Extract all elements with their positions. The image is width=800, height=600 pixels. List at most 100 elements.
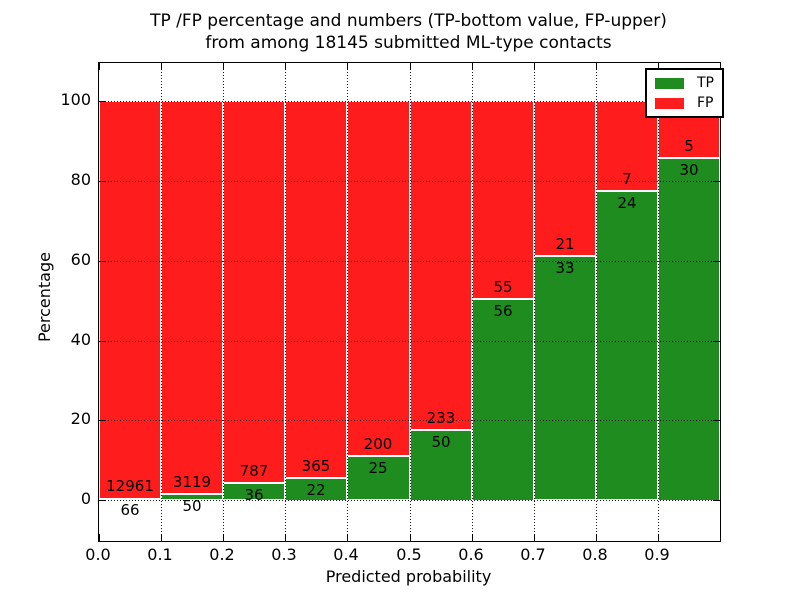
x-gridline	[596, 63, 597, 541]
y-tick-mark	[99, 500, 106, 501]
x-tick-mark	[410, 534, 411, 541]
y-tick-label: 100	[60, 90, 91, 109]
x-tick-mark	[658, 63, 659, 70]
y-tick-mark	[99, 101, 106, 102]
x-gridline	[223, 63, 224, 541]
x-tick-mark	[285, 534, 286, 541]
bar-fp-segment	[534, 101, 596, 256]
x-tick-label: 0.2	[209, 545, 235, 564]
y-tick-mark	[713, 420, 720, 421]
y-tick-mark	[713, 181, 720, 182]
y-gridline	[99, 261, 720, 262]
x-tick-mark	[285, 63, 286, 70]
bar-fp-segment	[99, 101, 161, 499]
y-tick-mark	[99, 261, 106, 262]
x-tick-label: 0.3	[271, 545, 297, 564]
x-tick-label: 0.5	[396, 545, 422, 564]
chart-title-line2: from among 18145 submitted ML-type conta…	[205, 33, 612, 53]
y-tick-label: 60	[70, 250, 91, 269]
fp-count-label: 5	[684, 137, 694, 155]
y-tick-mark	[99, 181, 106, 182]
plot-area: 12961 66 3119 50 787 36 365 22 200 25 233 50 55 56 21 3…	[98, 62, 721, 542]
tp-count-label: 30	[679, 161, 699, 179]
x-tick-mark	[223, 63, 224, 70]
x-tick-mark	[223, 534, 224, 541]
x-tick-label: 0.6	[458, 545, 484, 564]
legend-swatch-tp	[655, 77, 684, 89]
x-tick-mark	[347, 63, 348, 70]
tp-count-label: 50	[431, 433, 451, 451]
x-tick-mark	[534, 534, 535, 541]
x-tick-mark	[99, 534, 100, 541]
x-tick-mark	[596, 534, 597, 541]
y-gridline	[99, 181, 720, 182]
x-tick-label: 0.1	[147, 545, 173, 564]
y-gridline	[99, 500, 720, 501]
bar-tp-segment	[472, 299, 534, 501]
x-tick-mark	[161, 534, 162, 541]
x-tick-mark	[472, 534, 473, 541]
x-tick-mark	[472, 63, 473, 70]
x-tick-mark	[161, 63, 162, 70]
legend-item: TP	[655, 76, 714, 90]
legend: TP FP	[645, 68, 724, 118]
fp-count-label: 55	[493, 278, 513, 296]
y-tick-label: 0	[80, 489, 91, 508]
bar-tp-segment	[99, 498, 161, 500]
y-tick-mark	[99, 341, 106, 342]
bar-fp-segment	[161, 101, 223, 494]
legend-label-fp: FP	[697, 95, 714, 111]
fp-count-label: 200	[363, 435, 393, 453]
x-tick-label: 0.7	[520, 545, 546, 564]
y-tick-mark	[713, 341, 720, 342]
tp-count-label: 24	[617, 194, 637, 212]
bar-fp-segment	[223, 101, 285, 483]
fp-count-label: 365	[301, 457, 331, 475]
bar-tp-segment	[658, 158, 720, 501]
x-gridline	[534, 63, 535, 541]
legend-label-tp: TP	[697, 75, 714, 91]
legend-item: FP	[655, 96, 714, 110]
tp-count-label: 50	[182, 497, 202, 515]
tp-count-label: 33	[555, 259, 575, 277]
x-tick-mark	[534, 63, 535, 70]
y-gridline	[99, 420, 720, 421]
fp-count-label: 7	[622, 170, 632, 188]
chart-title: TP /FP percentage and numbers (TP-bottom…	[98, 10, 719, 54]
x-tick-label: 0.4	[333, 545, 359, 564]
bar-tp-segment	[534, 256, 596, 500]
x-gridline	[161, 63, 162, 541]
tp-count-label: 25	[368, 459, 388, 477]
x-tick-mark	[99, 63, 100, 70]
tp-count-label: 56	[493, 302, 513, 320]
bar-fp-segment	[472, 101, 534, 299]
legend-swatch-fp	[655, 97, 684, 109]
x-gridline	[658, 63, 659, 541]
x-gridline	[472, 63, 473, 541]
fp-count-label: 233	[426, 409, 456, 427]
fp-count-label: 21	[555, 235, 575, 253]
x-tick-mark	[596, 63, 597, 70]
y-tick-mark	[99, 420, 106, 421]
fp-count-label: 787	[239, 462, 269, 480]
bar-fp-segment	[285, 101, 347, 478]
x-tick-label: 0.9	[644, 545, 670, 564]
x-tick-mark	[410, 63, 411, 70]
x-tick-mark	[658, 534, 659, 541]
bar-fp-segment	[347, 101, 410, 456]
bar-fp-segment	[410, 101, 472, 430]
x-tick-mark	[347, 534, 348, 541]
fp-count-label: 3119	[172, 473, 212, 491]
x-gridline	[285, 63, 286, 541]
x-gridline	[410, 63, 411, 541]
fp-count-label: 12961	[106, 477, 154, 495]
chart-title-line1: TP /FP percentage and numbers (TP-bottom…	[150, 11, 667, 31]
y-tick-mark	[713, 261, 720, 262]
tp-count-label: 22	[306, 481, 326, 499]
tp-count-label: 36	[244, 486, 264, 504]
x-tick-label: 0.8	[582, 545, 608, 564]
bar-tp-segment	[596, 191, 658, 500]
y-gridline	[99, 341, 720, 342]
